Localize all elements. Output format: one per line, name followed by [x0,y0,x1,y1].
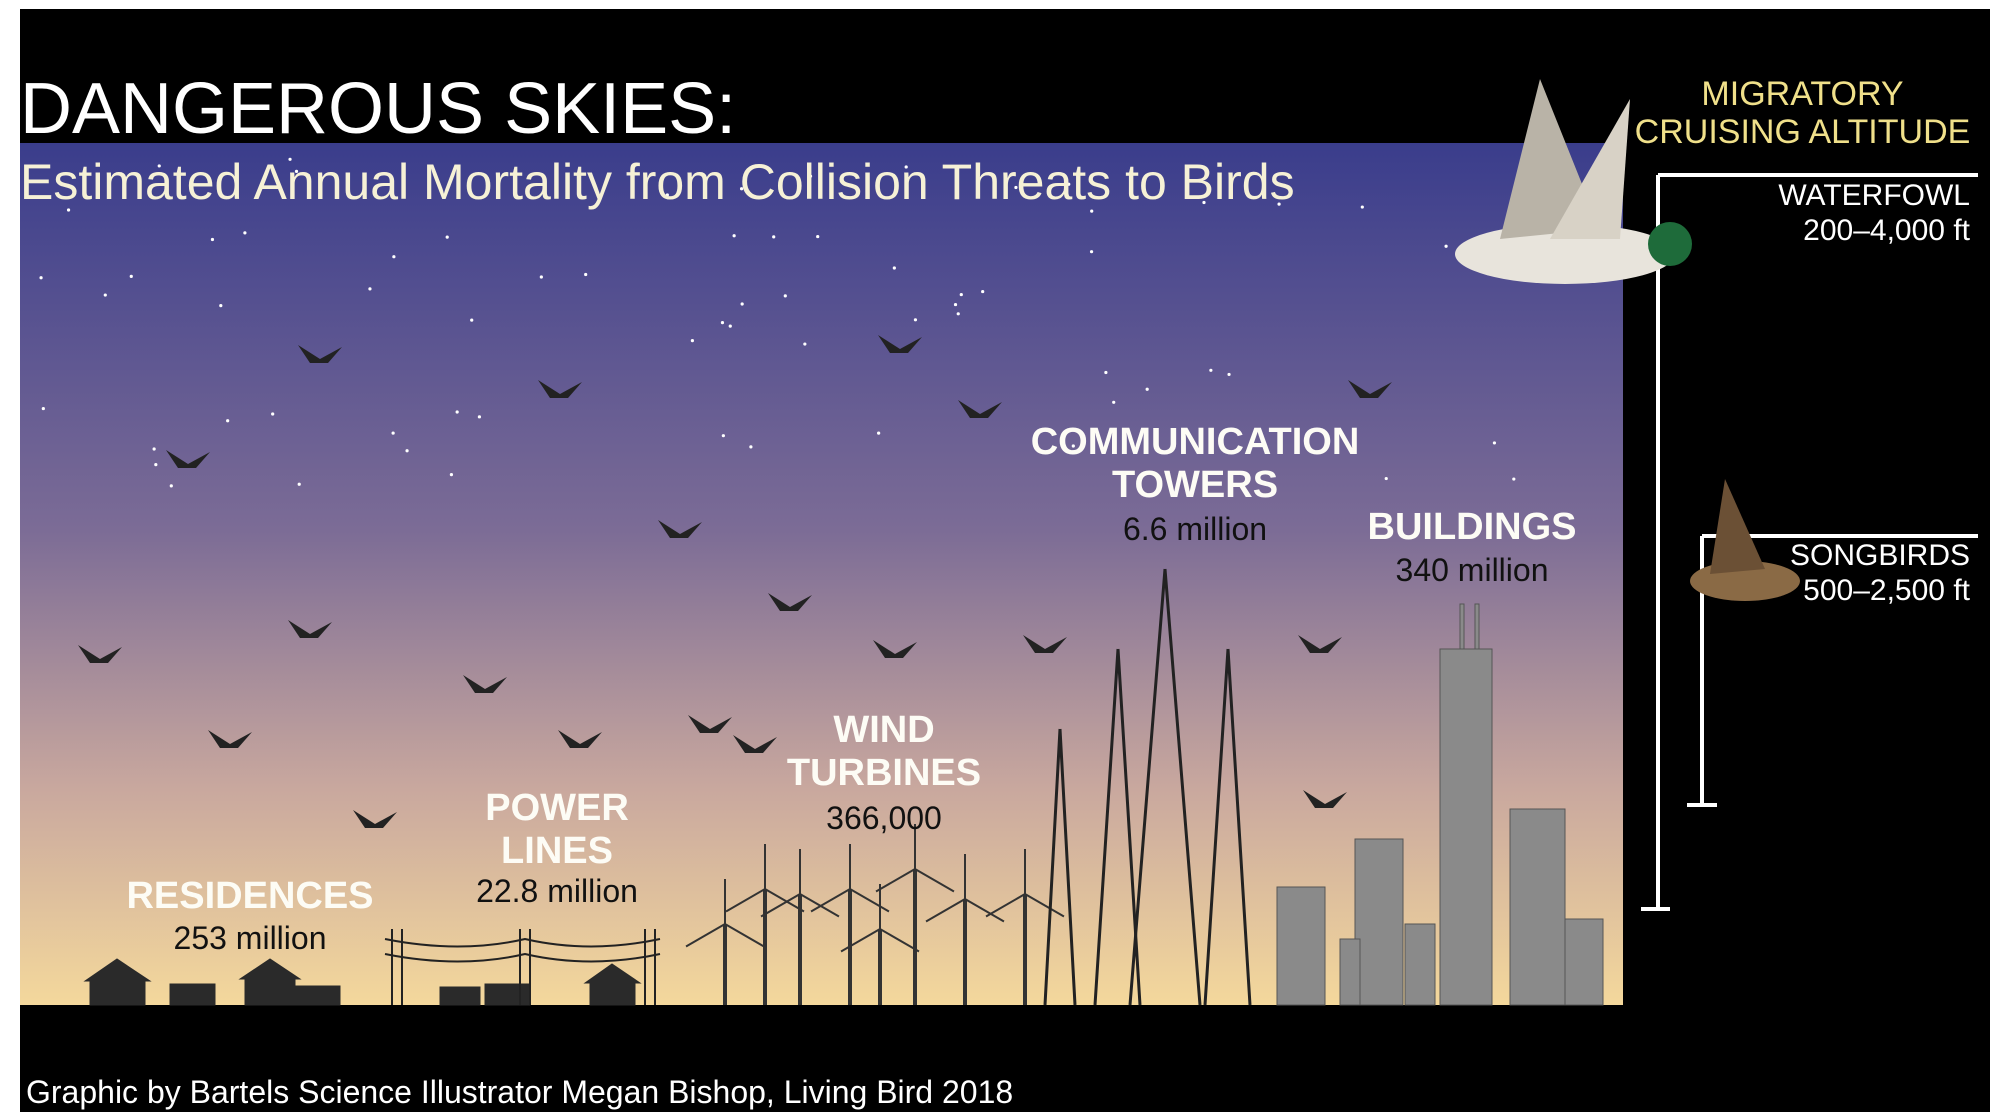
star [392,255,395,258]
star [450,473,453,476]
star [130,275,133,278]
star [729,325,732,328]
star [1112,401,1115,404]
star [733,234,736,237]
star [1385,477,1388,480]
page: DANGEROUS SKIES: Estimated Annual Mortal… [0,0,2003,1112]
star [368,287,371,290]
threat-value: 22.8 million [407,874,707,910]
bird-group: WATERFOWL [1670,179,1970,213]
threat-label: RESIDENCES [100,875,400,918]
star [1209,369,1212,372]
star [893,266,896,269]
star [298,483,301,486]
star [772,235,775,238]
star [722,434,725,437]
star [691,339,694,342]
star [392,431,395,434]
star [816,235,819,238]
star [1493,441,1496,444]
star [271,412,274,415]
star [957,312,960,315]
altitude-range: 500–2,500 ft [1670,574,1970,608]
star [1090,210,1093,213]
star [1090,250,1093,253]
star [1444,245,1447,248]
bird-group: SONGBIRDS [1670,539,1970,573]
threat-value: 6.6 million [1045,512,1345,548]
star [1104,371,1107,374]
star [478,415,481,418]
star [104,293,107,296]
star [741,302,744,305]
credit: Graphic by Bartels Science Illustrator M… [26,1075,1013,1111]
threat-value: 366,000 [734,801,1034,837]
star [749,445,752,448]
star [1227,373,1230,376]
threat-label: POWER LINES [447,787,667,872]
star [540,275,543,278]
threat-label: WIND TURBINES [749,709,1019,794]
altitude-range: 200–4,000 ft [1670,214,1970,248]
threat-label: COMMUNICATION TOWERS [1005,421,1385,506]
star [981,290,984,293]
subtitle: Estimated Annual Mortality from Collisio… [20,154,1295,210]
star [405,449,408,452]
star [914,318,917,321]
star [42,407,45,410]
star [803,342,806,345]
star [1146,388,1149,391]
infographic: DANGEROUS SKIES: Estimated Annual Mortal… [20,9,1990,1112]
star [154,463,157,466]
star [226,419,229,422]
star [784,294,787,297]
threat-label: BUILDINGS [1322,506,1622,549]
threat-value: 253 million [100,921,400,957]
star [470,319,473,322]
star [1512,477,1515,480]
star [219,304,222,307]
star [960,293,963,296]
star [243,231,246,234]
altitude-heading: MIGRATORY CRUISING ALTITUDE [1620,75,1985,151]
star [954,303,957,306]
threat-value: 340 million [1322,553,1622,589]
star [877,432,880,435]
star [1361,205,1364,208]
star [211,238,214,241]
star [39,276,42,279]
star [721,321,724,324]
title: DANGEROUS SKIES: [20,69,736,150]
star [456,410,459,413]
star [584,273,587,276]
star [153,447,156,450]
star [446,236,449,239]
star [170,484,173,487]
